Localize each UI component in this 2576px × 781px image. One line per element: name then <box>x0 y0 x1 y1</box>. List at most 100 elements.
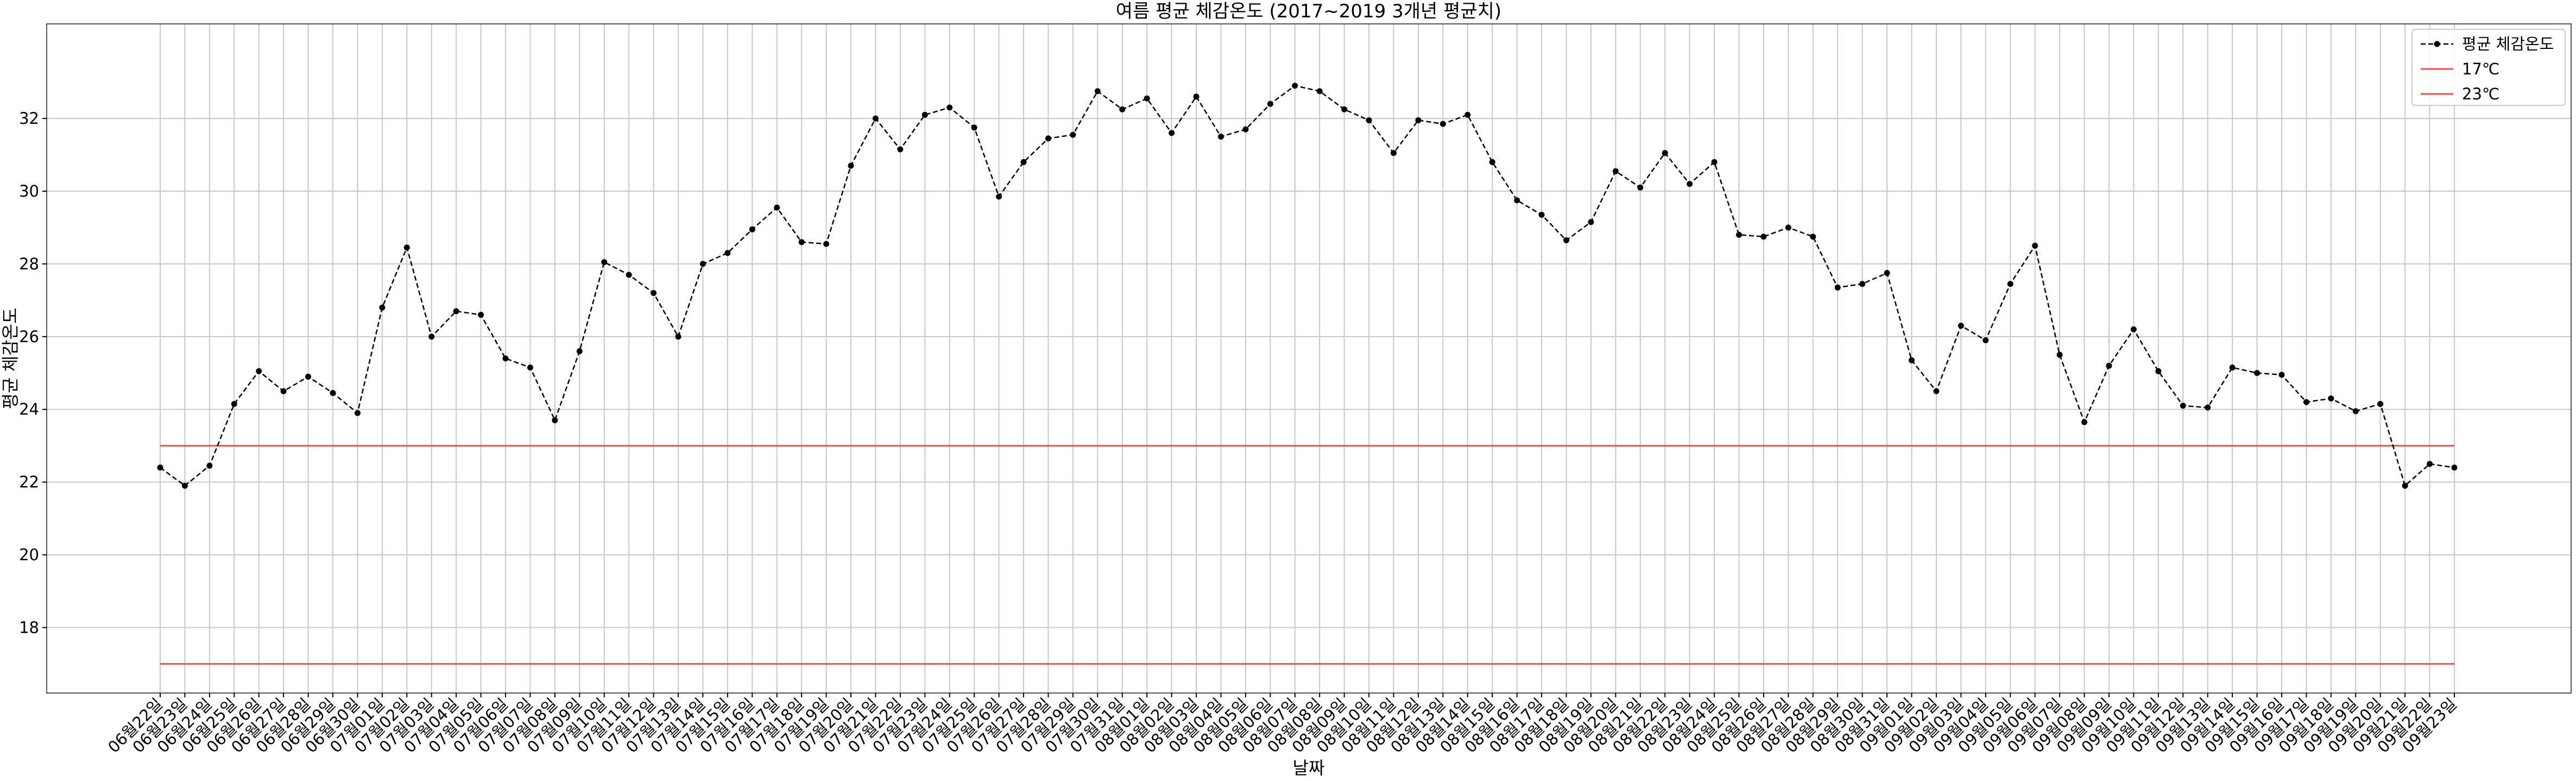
data-point <box>1489 159 1495 165</box>
data-point <box>1119 106 1126 112</box>
data-point <box>1169 130 1175 136</box>
legend-marker <box>2434 41 2440 47</box>
data-point <box>1958 323 1964 329</box>
data-point <box>1045 135 1051 142</box>
data-point <box>1144 95 1150 102</box>
data-point <box>403 244 410 251</box>
data-point <box>330 390 336 396</box>
data-point <box>1834 284 1841 291</box>
data-point <box>379 304 386 311</box>
data-point <box>305 373 312 380</box>
data-point <box>1711 159 1718 165</box>
data-point <box>971 124 977 131</box>
data-point <box>2130 326 2137 332</box>
data-point <box>1514 197 1520 204</box>
data-point <box>256 368 262 374</box>
data-point <box>181 482 188 489</box>
data-point <box>502 355 509 362</box>
data-point <box>2278 371 2285 378</box>
y-tick-label: 20 <box>19 546 39 564</box>
data-point <box>1267 100 1273 107</box>
data-point <box>2427 461 2433 467</box>
data-point <box>1094 88 1101 95</box>
data-point <box>2254 370 2261 376</box>
data-point <box>1538 212 1545 218</box>
data-point <box>2007 281 2013 287</box>
data-point <box>354 410 361 416</box>
data-point <box>1785 224 1791 231</box>
data-point <box>1588 219 1594 225</box>
chart-title: 여름 평균 체감온도 (2017~2019 3개년 평균치) <box>1116 1 1501 22</box>
data-point <box>1415 117 1422 123</box>
data-point <box>1810 234 1816 240</box>
data-point <box>2205 404 2211 411</box>
data-point <box>897 146 904 153</box>
plot-frame <box>46 23 2572 694</box>
data-point <box>1020 159 1027 165</box>
x-axis-label: 날짜 <box>1293 758 1325 778</box>
data-point <box>2451 464 2458 471</box>
series-layer <box>157 83 2458 489</box>
data-point <box>946 104 953 111</box>
series-line <box>160 85 2455 487</box>
data-point <box>1933 388 1940 394</box>
data-point <box>749 226 755 232</box>
plot-area <box>47 24 2571 693</box>
data-point <box>1341 106 1348 112</box>
data-point <box>231 401 237 407</box>
y-tick-label: 32 <box>19 109 39 128</box>
data-point <box>206 463 213 469</box>
data-point <box>798 239 805 245</box>
y-axis-label: 평균 체감온도 <box>0 308 21 410</box>
data-point <box>1760 234 1767 240</box>
legend-box <box>2411 29 2566 106</box>
data-point <box>1687 181 1693 187</box>
data-point <box>1563 237 1570 243</box>
data-point <box>675 333 681 340</box>
data-point <box>1217 134 1224 140</box>
data-point <box>1982 337 1989 344</box>
y-tick-label: 30 <box>19 182 39 200</box>
data-point <box>552 417 558 424</box>
data-point <box>848 162 854 169</box>
data-point <box>428 333 435 340</box>
data-point <box>823 241 830 247</box>
legend-label: 17℃ <box>2462 60 2499 78</box>
data-point <box>774 204 780 211</box>
y-tick-label: 24 <box>19 400 39 419</box>
y-tick-label: 18 <box>19 618 39 637</box>
data-point <box>2402 482 2408 489</box>
data-point <box>1391 150 1397 156</box>
data-point <box>2056 351 2063 358</box>
data-point <box>699 261 706 267</box>
data-point <box>2032 242 2038 249</box>
data-point <box>1242 126 1249 133</box>
data-point <box>601 259 608 266</box>
data-point <box>1662 150 1668 156</box>
data-point <box>724 250 731 256</box>
data-point <box>996 193 1002 200</box>
data-point <box>2229 364 2236 371</box>
y-tick-label: 26 <box>19 327 39 346</box>
data-point <box>1070 131 1076 138</box>
data-point <box>1292 83 1298 89</box>
data-point <box>280 388 287 394</box>
data-point <box>157 464 163 471</box>
data-point <box>1637 184 1644 191</box>
data-point <box>1612 168 1619 174</box>
data-point <box>2106 362 2112 369</box>
data-point <box>576 348 583 355</box>
data-point <box>1909 357 1915 363</box>
data-point <box>1366 117 1372 123</box>
data-point <box>921 111 928 118</box>
legend-label: 23℃ <box>2462 85 2499 103</box>
data-point <box>2303 399 2309 405</box>
data-point <box>1736 231 1742 238</box>
data-point <box>2352 408 2359 414</box>
data-point <box>626 272 632 278</box>
data-point <box>2180 402 2186 409</box>
data-point <box>2328 395 2334 402</box>
data-point <box>478 312 484 318</box>
data-point <box>1316 88 1323 95</box>
